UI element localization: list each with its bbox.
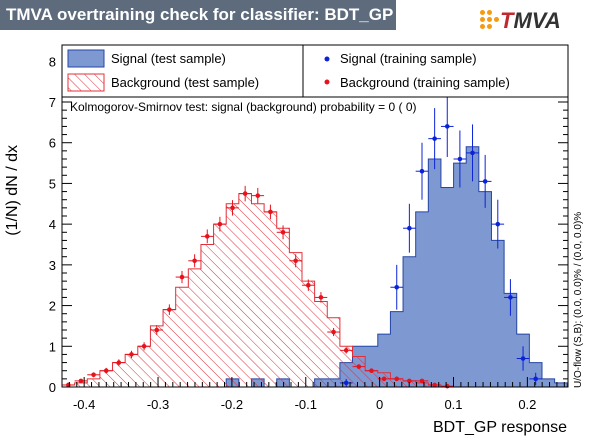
signal-train-point	[419, 168, 425, 174]
logo-text: TMVA	[500, 8, 561, 33]
y-tick-label: 8	[49, 54, 56, 69]
x-tick-label: 0.2	[518, 397, 536, 412]
signal-train-point	[482, 179, 488, 184]
signal-train-point	[520, 356, 526, 361]
x-tick-label: -0.4	[73, 397, 95, 412]
tmva-logo: TMVA	[478, 6, 590, 38]
background-train-point	[116, 360, 122, 365]
background-train-point	[381, 376, 387, 382]
background-train-point	[268, 209, 273, 215]
background-train-point	[331, 329, 336, 335]
x-tick-label: -0.3	[147, 397, 169, 412]
signal-train-point	[495, 221, 501, 227]
legend-signal-train-marker	[324, 56, 330, 62]
background-train-point	[154, 327, 160, 333]
background-train-point	[141, 343, 147, 349]
signal-train-point	[394, 284, 400, 290]
background-train-point	[192, 258, 197, 264]
background-train-point	[306, 282, 311, 288]
x-tick-label: -0.2	[221, 397, 243, 412]
legend-background-train-marker	[324, 79, 330, 85]
background-train-point	[230, 205, 235, 211]
background-train-point	[356, 364, 362, 369]
background-train-point	[217, 221, 223, 227]
background-train-point	[407, 378, 412, 384]
signal-train-point	[457, 156, 463, 162]
background-test-legend-label: Background (test sample)	[111, 75, 259, 90]
title-bar: TMVA overtraining check for classifier: …	[0, 0, 396, 30]
x-tick-label: -0.1	[295, 397, 317, 412]
y-tick-label: 6	[49, 136, 56, 151]
background-train-point	[91, 372, 96, 378]
background-train-point	[293, 258, 298, 264]
y-tick-label: 3	[49, 258, 56, 273]
overflow-info-text: U/O-flow (S,B): (0.0, 0.0)% / (0.0, 0.0)…	[573, 212, 584, 388]
signal-train-point	[533, 376, 538, 382]
signal-train-point	[470, 150, 475, 156]
x-axis-title: BDT_GP response	[433, 419, 567, 436]
legend-background-test-swatch	[67, 73, 105, 92]
background-train-point	[318, 295, 324, 300]
background-train-point	[204, 234, 210, 239]
y-tick-label: 7	[49, 95, 56, 110]
ks-test-text: Kolmogorov-Smirnov test: signal (backgro…	[70, 100, 417, 114]
y-tick-label: 2	[49, 299, 56, 314]
y-tick-label: 5	[49, 176, 56, 191]
signal-train-point	[508, 295, 513, 300]
background-train-point	[432, 382, 437, 388]
signal-test-legend-label: Signal (test sample)	[111, 51, 226, 66]
background-train-legend-label: Background (training sample)	[340, 75, 510, 90]
x-tick-label: 0.1	[444, 397, 462, 412]
y-axis-title: (1/N) dN / dx	[4, 145, 21, 236]
background-train-point	[343, 348, 349, 353]
y-tick-label: 1	[49, 339, 56, 354]
signal-train-point	[343, 380, 349, 386]
legend-signal-test-swatch	[67, 49, 105, 68]
background-train-point	[369, 368, 374, 374]
background-train-point	[167, 307, 172, 312]
background-train-point	[280, 229, 286, 235]
x-tick-label: 0	[376, 397, 383, 412]
legend-box-train	[302, 44, 569, 98]
background-train-point	[242, 191, 248, 196]
signal-train-point	[432, 136, 437, 141]
signal-train-point	[407, 225, 412, 231]
signal-train-point	[444, 124, 450, 129]
background-train-point	[129, 352, 134, 357]
y-tick-label: 0	[49, 380, 56, 395]
plot-title: TMVA overtraining check for classifier: …	[6, 5, 394, 24]
y-tick-label: 4	[49, 217, 56, 232]
background-train-point	[179, 274, 185, 280]
background-train-point	[78, 378, 84, 384]
signal-train-legend-label: Signal (training sample)	[340, 51, 477, 66]
background-train-point	[103, 368, 109, 374]
background-train-point	[419, 378, 425, 384]
background-train-point	[394, 376, 400, 382]
background-train-point	[255, 193, 261, 198]
